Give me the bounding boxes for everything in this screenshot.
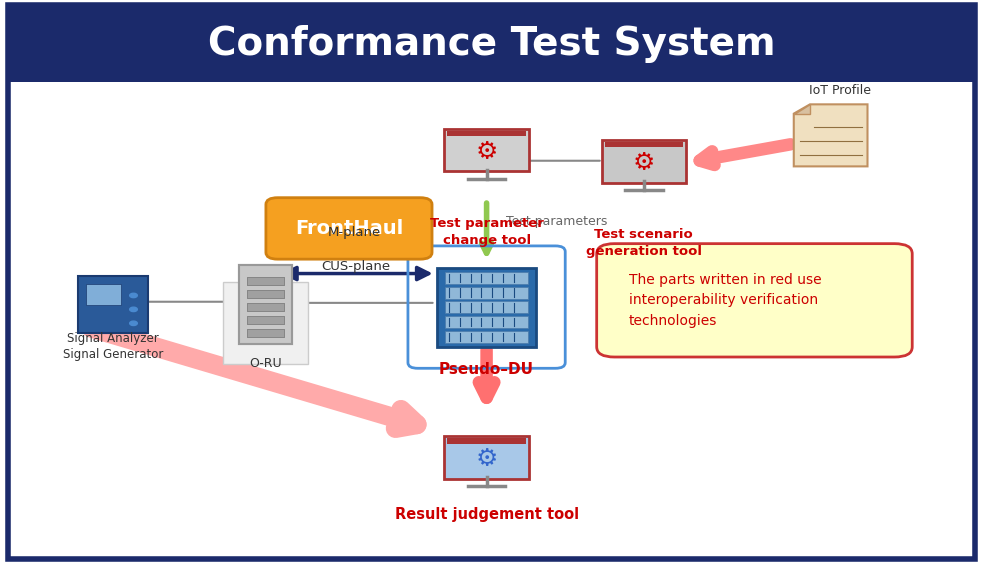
Polygon shape (794, 104, 867, 166)
FancyBboxPatch shape (79, 276, 148, 333)
FancyBboxPatch shape (265, 198, 432, 259)
FancyBboxPatch shape (247, 277, 284, 285)
FancyBboxPatch shape (447, 131, 526, 136)
Text: O-RU: O-RU (249, 356, 282, 370)
Text: Test scenario
generation tool: Test scenario generation tool (586, 228, 702, 258)
FancyBboxPatch shape (602, 140, 686, 183)
FancyBboxPatch shape (247, 290, 284, 298)
FancyBboxPatch shape (445, 272, 528, 284)
Text: ⚙: ⚙ (476, 447, 497, 472)
Text: CUS-plane: CUS-plane (321, 259, 390, 273)
Polygon shape (794, 104, 810, 113)
Text: Test parameters: Test parameters (506, 214, 607, 228)
FancyBboxPatch shape (239, 265, 292, 344)
Text: Signal Analyzer
Signal Generator: Signal Analyzer Signal Generator (63, 332, 163, 362)
FancyBboxPatch shape (247, 329, 284, 337)
Text: Conformance Test System: Conformance Test System (207, 25, 776, 63)
FancyBboxPatch shape (444, 129, 529, 171)
FancyBboxPatch shape (445, 316, 528, 328)
FancyBboxPatch shape (247, 303, 284, 311)
FancyBboxPatch shape (445, 301, 528, 314)
FancyBboxPatch shape (223, 282, 308, 364)
Text: The parts written in red use
interoperability verification
technologies: The parts written in red use interoperab… (629, 273, 822, 328)
FancyBboxPatch shape (247, 316, 284, 324)
Circle shape (130, 307, 138, 311)
FancyBboxPatch shape (247, 277, 284, 285)
FancyBboxPatch shape (445, 287, 528, 299)
FancyBboxPatch shape (436, 267, 537, 347)
Text: Result judgement tool: Result judgement tool (394, 507, 579, 522)
FancyBboxPatch shape (8, 5, 975, 82)
Text: M-plane: M-plane (327, 226, 380, 239)
Text: ⚙: ⚙ (476, 140, 497, 164)
Circle shape (130, 321, 138, 325)
FancyBboxPatch shape (87, 284, 121, 305)
FancyBboxPatch shape (239, 265, 292, 344)
FancyBboxPatch shape (597, 244, 912, 357)
FancyBboxPatch shape (445, 331, 528, 343)
FancyBboxPatch shape (447, 438, 526, 443)
FancyBboxPatch shape (247, 329, 284, 337)
Circle shape (130, 293, 138, 298)
Text: Pseudo–DU: Pseudo–DU (439, 362, 534, 377)
Text: ⚙: ⚙ (633, 151, 655, 175)
Text: Test parameter
change tool: Test parameter change tool (430, 217, 544, 247)
Text: FrontHaul: FrontHaul (295, 219, 403, 238)
FancyBboxPatch shape (605, 142, 683, 147)
FancyBboxPatch shape (247, 290, 284, 298)
FancyBboxPatch shape (247, 316, 284, 324)
FancyBboxPatch shape (247, 303, 284, 311)
Text: IoT Profile: IoT Profile (809, 83, 872, 97)
FancyBboxPatch shape (444, 437, 529, 479)
